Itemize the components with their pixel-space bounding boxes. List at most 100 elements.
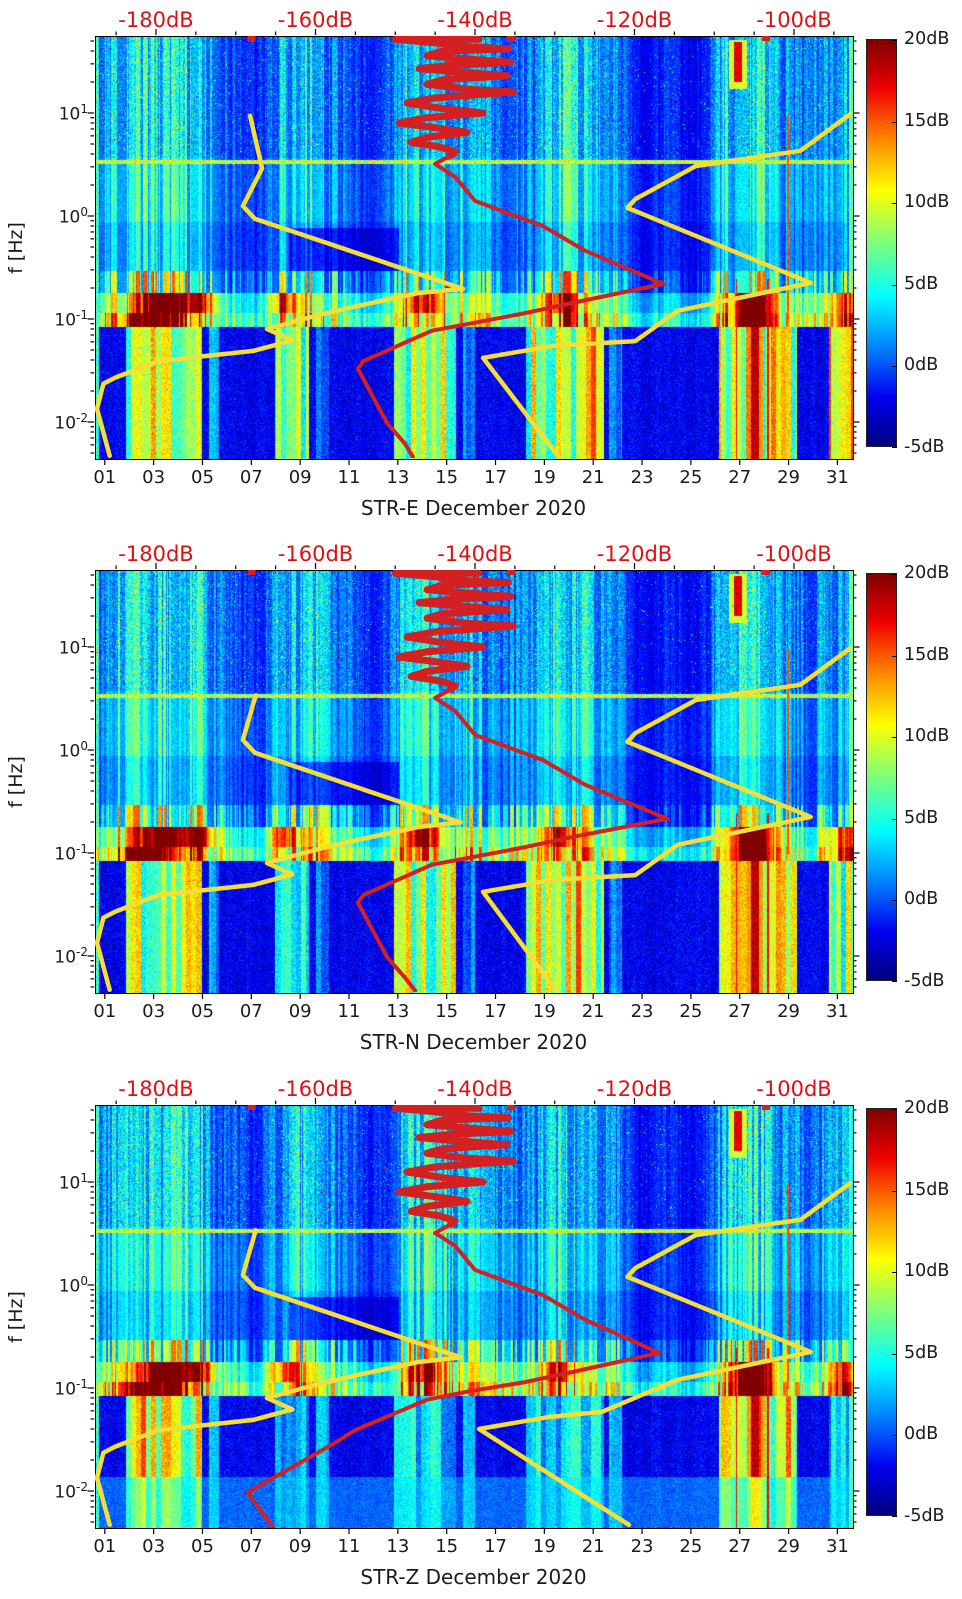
x-tick-label: 21 <box>581 467 605 488</box>
top-db-label: -140dB <box>437 8 513 32</box>
colorbar-tick <box>892 655 897 657</box>
overlay-curves <box>95 36 852 458</box>
colorbar-tick <box>892 900 897 902</box>
colorbar-tick <box>892 1190 897 1192</box>
x-tick-label: 31 <box>825 467 849 488</box>
y-axis-title: f [Hz] <box>5 756 27 808</box>
colorbar-label: -5dB <box>904 1506 945 1526</box>
x-tick-label: 15 <box>435 1001 459 1022</box>
noise-model-high-curve <box>476 1180 852 1527</box>
panel-title: STR-Z December 2020 <box>360 1565 587 1589</box>
psd-highfreq-scribble <box>391 570 517 693</box>
top-db-label: -120dB <box>596 1077 673 1101</box>
colorbar-tick <box>892 1109 897 1110</box>
x-tick-label: 15 <box>435 467 459 488</box>
x-tick-label: 27 <box>728 1536 752 1557</box>
x-tick-label: 03 <box>142 1001 166 1022</box>
top-db-label: -160dB <box>277 1077 354 1101</box>
top-edge-marker <box>247 570 256 575</box>
y-tick-label: 10-2 <box>54 945 88 968</box>
top-db-label: -180dB <box>118 8 194 32</box>
colorbar-label: 10dB <box>904 192 950 213</box>
x-tick-label: 19 <box>532 1001 556 1022</box>
x-tick-label: 05 <box>191 467 214 488</box>
colorbar-label: -5dB <box>904 971 945 991</box>
colorbar-label: 20dB <box>904 29 950 49</box>
top-edge-marker <box>506 36 515 41</box>
colorbar-tick <box>892 574 897 575</box>
colorbar <box>866 1108 897 1517</box>
colorbar-label: 5dB <box>904 1342 939 1363</box>
colorbar-label: 0dB <box>904 355 939 376</box>
top-db-label: -140dB <box>437 542 513 566</box>
x-tick-label: 11 <box>337 1536 361 1557</box>
y-axis-title: f [Hz] <box>5 1291 27 1343</box>
x-tick-label: 13 <box>386 467 410 488</box>
colorbar-label: 5dB <box>904 807 939 828</box>
x-tick-label: 01 <box>93 1536 117 1557</box>
overlay-curves <box>95 570 852 992</box>
x-tick-label: 17 <box>484 1001 507 1022</box>
noise-model-low-curve <box>95 693 463 992</box>
x-tick-label: 23 <box>630 1001 654 1022</box>
y-tick-label: 101 <box>58 1171 88 1194</box>
colorbar-tick <box>892 818 897 820</box>
top-edge-marker <box>247 1105 256 1110</box>
x-tick-label: 31 <box>825 1536 849 1557</box>
psd-red-curve <box>355 153 666 458</box>
x-tick-label: 07 <box>239 1001 263 1022</box>
x-tick-label: 29 <box>777 467 800 488</box>
x-tick-label: 03 <box>142 467 166 488</box>
y-tick-label: 10-2 <box>54 1480 88 1503</box>
plot-overlay-svg <box>87 1098 860 1534</box>
top-db-label: -180dB <box>118 542 194 566</box>
colorbar-tick <box>892 1272 897 1274</box>
psd-highfreq-scribble <box>391 1105 517 1228</box>
x-tick-label: 25 <box>679 1536 703 1557</box>
top-db-label: -100dB <box>756 542 832 566</box>
x-tick-label: 17 <box>484 1536 507 1557</box>
colorbar-tick <box>892 1516 897 1517</box>
axis-ticks <box>87 563 860 999</box>
axis-ticks <box>87 29 860 465</box>
plot-overlay-svg <box>87 29 860 465</box>
psd-red-curve <box>355 687 670 992</box>
colorbar-label: -5dB <box>904 437 945 457</box>
psd-red-curve <box>245 1222 662 1527</box>
x-tick-label: 17 <box>484 467 507 488</box>
x-tick-label: 31 <box>825 1001 849 1022</box>
top-edge-marker <box>762 570 771 575</box>
x-tick-label: 19 <box>532 1536 556 1557</box>
colorbar-tick <box>892 737 897 739</box>
x-tick-label: 05 <box>191 1536 214 1557</box>
x-tick-label: 07 <box>239 1536 263 1557</box>
x-tick-label: 15 <box>435 1536 459 1557</box>
colorbar-label: 10dB <box>904 1261 950 1282</box>
colorbar-tick <box>892 40 897 41</box>
top-db-label: -100dB <box>756 8 832 32</box>
panel-title: STR-N December 2020 <box>359 1030 588 1054</box>
y-tick-label: 10-1 <box>54 308 88 331</box>
top-edge-marker <box>762 36 771 41</box>
colorbar-label: 20dB <box>904 563 950 583</box>
y-axis-title: f [Hz] <box>5 222 27 274</box>
x-tick-label: 21 <box>581 1536 605 1557</box>
colorbar-tick <box>892 981 897 982</box>
colorbar <box>866 39 897 448</box>
colorbar-tick <box>892 1435 897 1437</box>
colorbar-label: 10dB <box>904 726 950 747</box>
x-tick-label: 27 <box>728 467 752 488</box>
colorbar-label: 20dB <box>904 1098 950 1118</box>
y-tick-label: 10-1 <box>54 1377 88 1400</box>
noise-model-high-curve <box>480 111 852 458</box>
top-edge-marker <box>762 1105 771 1110</box>
x-tick-label: 29 <box>777 1001 800 1022</box>
top-db-label: -160dB <box>277 542 354 566</box>
noise-model-low-curve <box>95 113 466 458</box>
colorbar-tick <box>892 447 897 448</box>
top-edge-marker <box>506 1105 515 1110</box>
x-tick-label: 09 <box>288 1001 312 1022</box>
colorbar-label: 0dB <box>904 889 939 910</box>
axis-ticks <box>87 1098 860 1534</box>
